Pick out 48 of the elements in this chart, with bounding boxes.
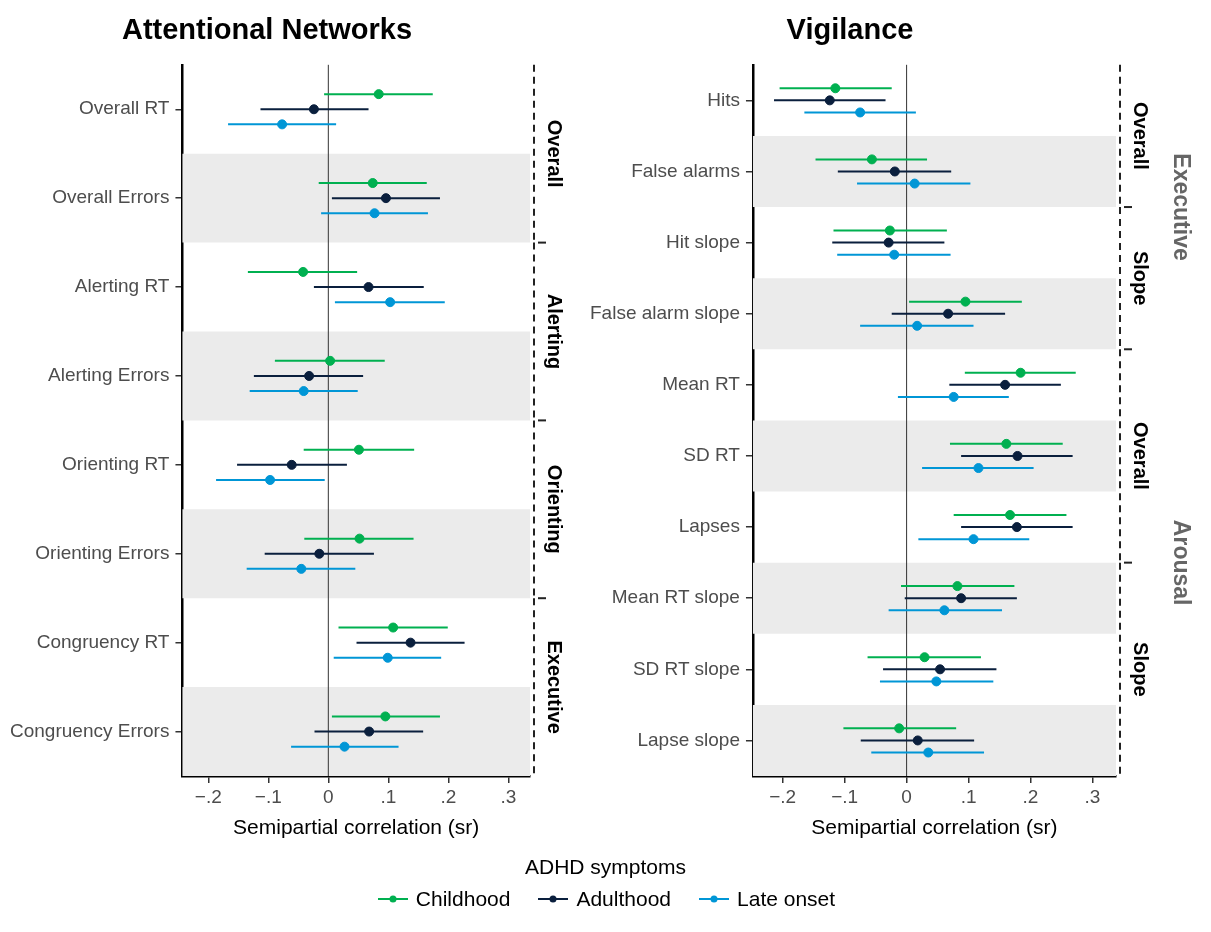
y-tick-label: Hit slope: [666, 230, 740, 252]
x-tick-label: .3: [1084, 785, 1101, 807]
text: Overall: [1130, 102, 1153, 170]
y-tick-label: Mean RT slope: [611, 586, 740, 608]
y-tick-label: Congruency Errors: [10, 719, 170, 741]
legend-label: Childhood: [415, 887, 511, 911]
chart-title: Attentional Networks: [121, 13, 413, 46]
y-tick-label: Lapses: [678, 515, 740, 537]
y-tick-label: Lapse slope: [637, 728, 740, 750]
x-tick-label: −.1: [254, 785, 282, 807]
y-tick-label: Overall Errors: [52, 186, 170, 208]
y-tick-label: Mean RT: [662, 373, 741, 395]
x-axis-title: Semipartial correlation (sr): [811, 815, 1058, 839]
x-tick-label: .2: [440, 785, 457, 807]
x-tick-label: .2: [1022, 785, 1039, 807]
y-tick-label: Alerting RT: [74, 275, 170, 297]
y-tick-label: Orienting RT: [62, 453, 170, 475]
x-tick-label: −.2: [769, 785, 797, 807]
y-tick-label: False alarm slope: [590, 301, 740, 323]
text: Overall: [1130, 422, 1153, 490]
x-tick-label: −.1: [831, 785, 859, 807]
text: Arousal: [1168, 519, 1195, 606]
y-tick-label: False alarms: [631, 159, 740, 181]
x-tick-label: 0: [323, 785, 334, 807]
text: Orienting: [544, 464, 567, 554]
text: Slope: [1130, 642, 1153, 697]
x-tick-label: .3: [500, 785, 517, 807]
y-tick-label: SD RT: [683, 444, 741, 466]
x-axis-title: Semipartial correlation (sr): [233, 815, 480, 839]
text: Slope: [1130, 250, 1153, 306]
chart-title: Vigilance: [786, 13, 914, 46]
y-tick-label: Orienting Errors: [35, 541, 170, 563]
x-tick-label: 0: [901, 785, 912, 807]
text: Alerting: [544, 293, 567, 370]
y-tick-label: Congruency RT: [36, 630, 170, 652]
x-tick-label: −.2: [194, 785, 222, 807]
legend-label: Adulthood: [576, 887, 672, 911]
x-tick-label: .1: [960, 785, 977, 807]
y-tick-label: Overall RT: [79, 97, 170, 119]
legend-label: Late onset: [737, 887, 836, 911]
text: Overall: [544, 119, 567, 188]
text: Executive: [544, 640, 567, 734]
x-tick-label: .1: [380, 785, 397, 807]
y-tick-label: Alerting Errors: [48, 364, 170, 386]
legend-title: ADHD symptoms: [524, 855, 687, 879]
y-tick-label: Hits: [707, 88, 740, 110]
text: Executive: [1168, 153, 1195, 261]
y-tick-label: SD RT slope: [632, 657, 740, 679]
